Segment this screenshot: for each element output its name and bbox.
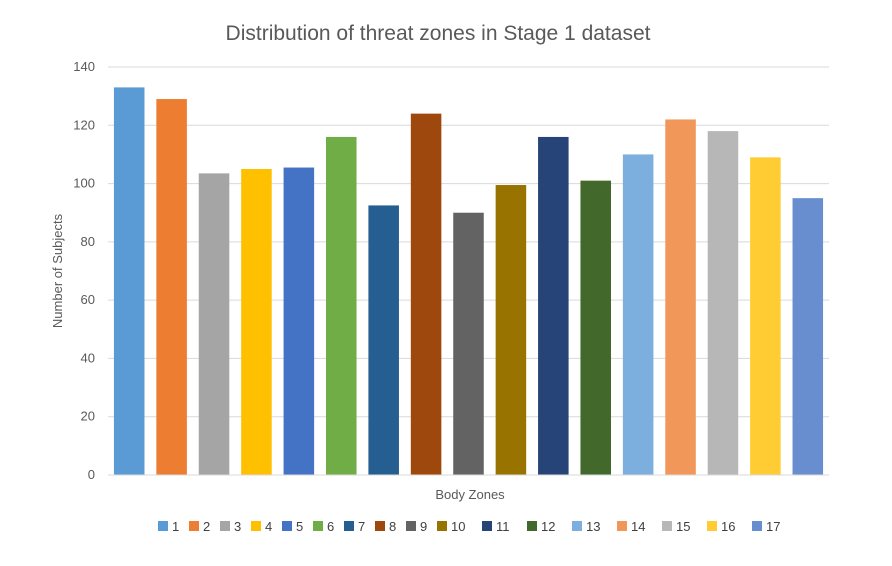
- legend-item-11: 11: [482, 519, 510, 534]
- legend-swatch: [158, 521, 168, 531]
- legend-item-6: 6: [313, 519, 334, 534]
- legend-label: 13: [586, 519, 600, 534]
- legend-item-15: 15: [662, 519, 690, 534]
- bar-zone-1: [113, 87, 145, 476]
- legend-label: 1: [172, 519, 179, 534]
- bar-zone-3: [198, 173, 230, 475]
- legend-swatch: [375, 521, 385, 531]
- legend-item-8: 8: [375, 519, 396, 534]
- legend-item-10: 10: [437, 519, 465, 534]
- legend-label: 11: [496, 519, 510, 534]
- y-axis-ticks: 0 20 40 60 80 100 120 140: [73, 59, 95, 482]
- bar-zone-13: [622, 154, 654, 475]
- legend-item-14: 14: [617, 519, 645, 534]
- bar-zone-10: [495, 185, 527, 475]
- legend-label: 14: [631, 519, 645, 534]
- legend-item-5: 5: [282, 519, 303, 534]
- y-axis-label: Number of Subjects: [50, 213, 65, 328]
- legend-swatch: [572, 521, 582, 531]
- bar-zone-5: [283, 167, 315, 476]
- legend-label: 15: [676, 519, 690, 534]
- legend-item-4: 4: [251, 519, 272, 534]
- y-tick-label: 60: [81, 292, 95, 307]
- legend-item-9: 9: [406, 519, 427, 534]
- y-tick-label: 140: [73, 59, 95, 74]
- legend-label: 12: [541, 519, 555, 534]
- bar-zone-6: [325, 136, 357, 475]
- legend-item-17: 17: [752, 519, 780, 534]
- bar-zone-15: [707, 131, 739, 475]
- bar-zone-7: [368, 205, 399, 475]
- legend-swatch: [752, 521, 762, 531]
- y-tick-label: 80: [81, 234, 95, 249]
- legend-item-12: 12: [527, 519, 555, 534]
- legend-swatch: [313, 521, 323, 531]
- legend-label: 4: [265, 519, 272, 534]
- bar-zone-9: [453, 212, 484, 475]
- legend-label: 8: [389, 519, 396, 534]
- legend-swatch: [482, 521, 492, 531]
- legend-item-3: 3: [220, 519, 241, 534]
- y-tick-label: 20: [81, 409, 95, 424]
- legend-swatch: [282, 521, 292, 531]
- legend-swatch: [617, 521, 627, 531]
- legend-label: 10: [451, 519, 465, 534]
- chart-title: Distribution of threat zones in Stage 1 …: [226, 22, 651, 45]
- legend-swatch: [220, 521, 230, 531]
- legend-label: 5: [296, 519, 303, 534]
- legend-label: 2: [203, 519, 210, 534]
- bar-zone-17: [792, 198, 824, 475]
- legend-swatch: [662, 521, 672, 531]
- legend-label: 16: [721, 519, 735, 534]
- bar-zone-8: [410, 113, 442, 475]
- x-axis-label: Body Zones: [435, 487, 505, 502]
- bar-zone-12: [580, 180, 612, 475]
- legend-item-7: 7: [344, 519, 365, 534]
- legend: 1 2 3 4 5 6 7 8 9 10 11 12 13 14 15 16 17: [158, 519, 780, 534]
- legend-label: 17: [766, 519, 780, 534]
- legend-label: 7: [358, 519, 365, 534]
- legend-swatch: [251, 521, 261, 531]
- y-tick-label: 0: [88, 467, 95, 482]
- bar-zone-4: [241, 169, 272, 475]
- legend-item-2: 2: [189, 519, 210, 534]
- y-tick-label: 100: [73, 176, 95, 191]
- bars: [113, 87, 824, 476]
- bar-zone-11: [538, 136, 569, 475]
- bar-zone-16: [750, 157, 781, 476]
- y-tick-label: 40: [81, 350, 95, 365]
- legend-swatch: [707, 521, 717, 531]
- bar-zone-2: [156, 99, 187, 476]
- legend-swatch: [189, 521, 199, 531]
- legend-item-1: 1: [158, 519, 179, 534]
- legend-swatch: [527, 521, 537, 531]
- legend-label: 3: [234, 519, 241, 534]
- legend-swatch: [437, 521, 447, 531]
- legend-item-13: 13: [572, 519, 600, 534]
- bar-zone-14: [665, 119, 696, 475]
- legend-swatch: [406, 521, 416, 531]
- legend-label: 9: [420, 519, 427, 534]
- legend-swatch: [344, 521, 354, 531]
- y-tick-label: 120: [73, 117, 95, 132]
- legend-label: 6: [327, 519, 334, 534]
- legend-item-16: 16: [707, 519, 735, 534]
